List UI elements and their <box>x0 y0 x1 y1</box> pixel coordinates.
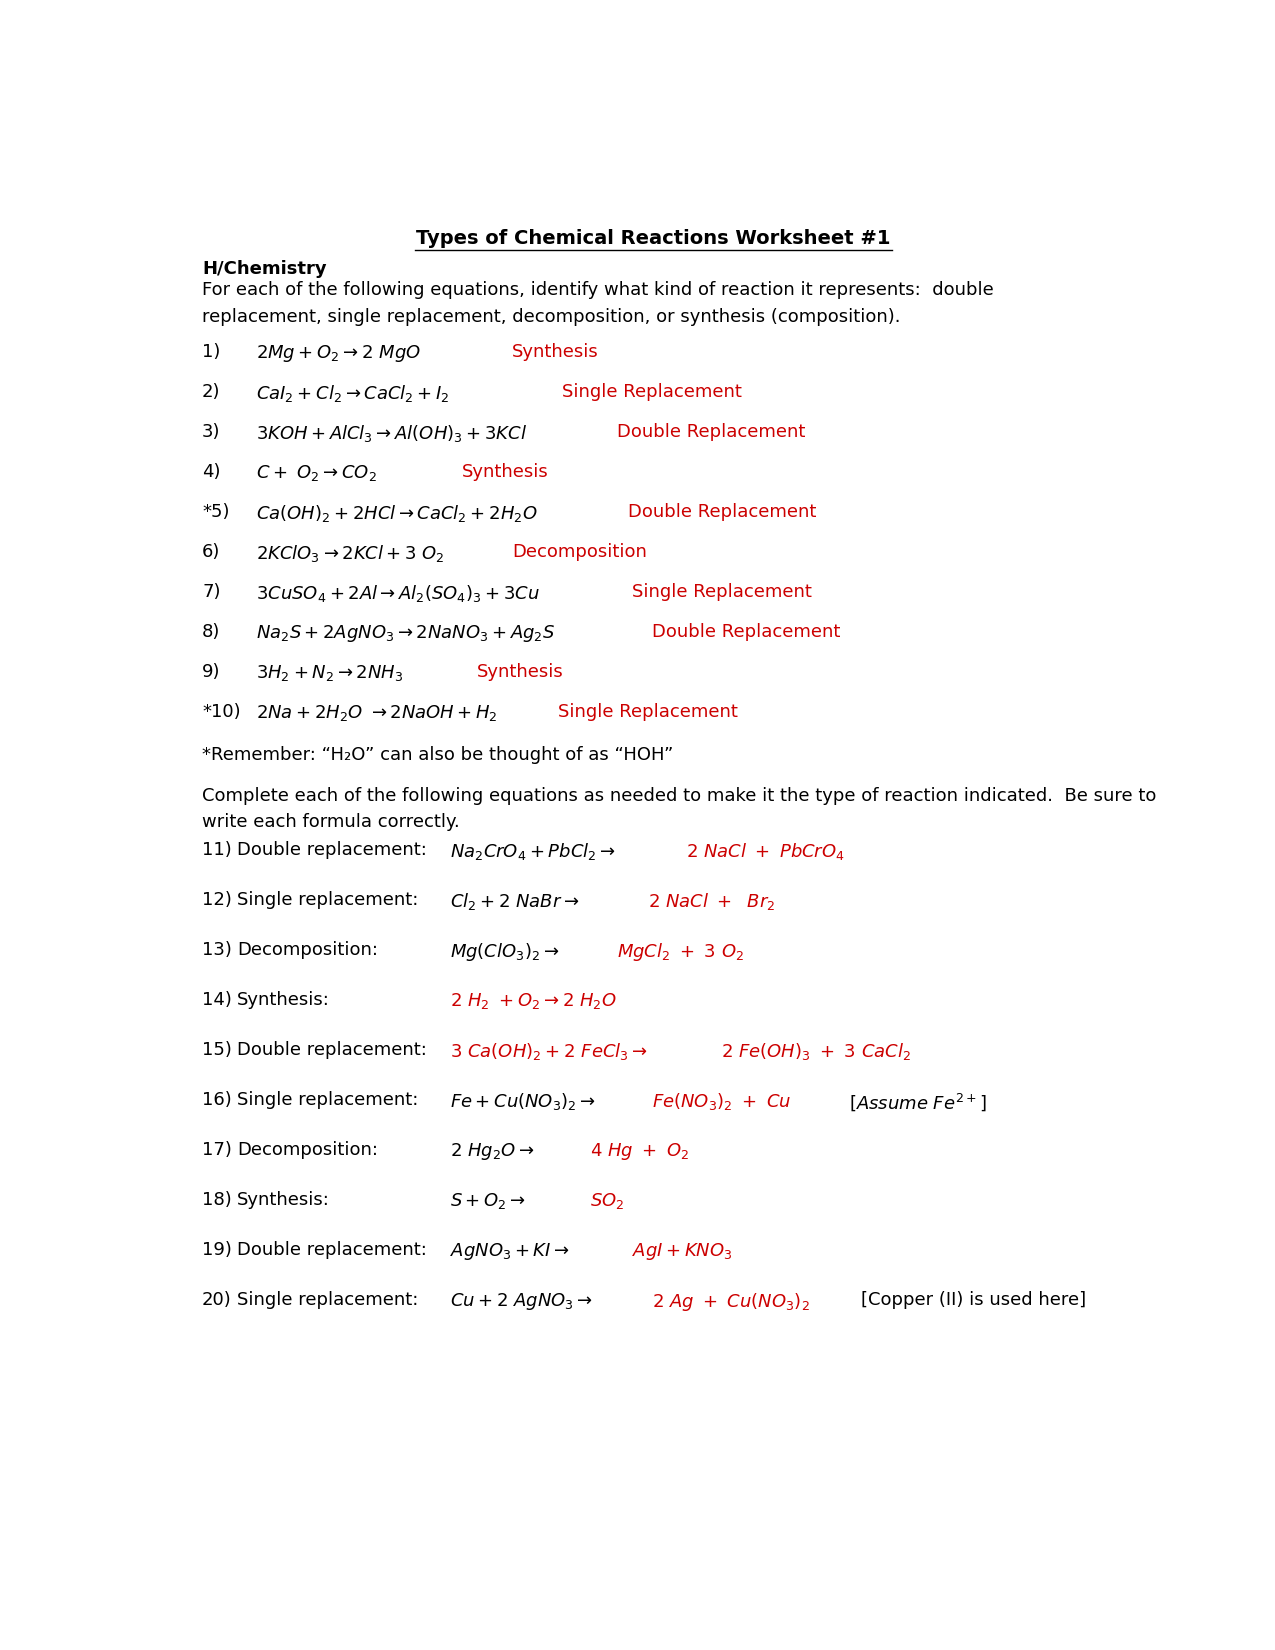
Text: $2\ NaCl\ +\ \ Br_2$: $2\ NaCl\ +\ \ Br_2$ <box>648 891 775 912</box>
Text: 13): 13) <box>201 940 232 959</box>
Text: $2Mg + O_2 \rightarrow 2\ MgO$: $2Mg + O_2 \rightarrow 2\ MgO$ <box>256 343 421 363</box>
Text: $Na_2CrO_4 + PbCl_2 \rightarrow$: $Na_2CrO_4 + PbCl_2 \rightarrow$ <box>450 842 616 861</box>
Text: Single Replacement: Single Replacement <box>632 582 812 601</box>
Text: $AgNO_3 + KI \rightarrow$: $AgNO_3 + KI \rightarrow$ <box>450 1241 570 1262</box>
Text: $2\ Ag\ +\ Cu(NO_3)_2$: $2\ Ag\ +\ Cu(NO_3)_2$ <box>652 1292 810 1313</box>
Text: $AgI + KNO_3$: $AgI + KNO_3$ <box>632 1241 733 1262</box>
Text: 7): 7) <box>201 582 221 601</box>
Text: 15): 15) <box>201 1041 232 1059</box>
Text: 3): 3) <box>201 422 221 441</box>
Text: Single replacement:: Single replacement: <box>237 1292 418 1310</box>
Text: $2Na + 2H_2O\ \rightarrow 2NaOH + H_2$: $2Na + 2H_2O\ \rightarrow 2NaOH + H_2$ <box>256 703 499 723</box>
Text: $3H_2 + N_2 \rightarrow 2NH_3$: $3H_2 + N_2 \rightarrow 2NH_3$ <box>256 663 403 683</box>
Text: $CaI_2 + Cl_2 \rightarrow CaCl_2 + I_2$: $CaI_2 + Cl_2 \rightarrow CaCl_2 + I_2$ <box>256 383 450 404</box>
Text: $[Assume\ Fe^{2+}]$: $[Assume\ Fe^{2+}]$ <box>849 1091 987 1112</box>
Text: 20): 20) <box>201 1292 232 1310</box>
Text: $Cl_2 + 2\ NaBr \rightarrow$: $Cl_2 + 2\ NaBr \rightarrow$ <box>450 891 579 912</box>
Text: Decomposition:: Decomposition: <box>237 1142 377 1160</box>
Text: Double Replacement: Double Replacement <box>629 503 816 521</box>
Text: *5): *5) <box>201 503 229 521</box>
Text: Double replacement:: Double replacement: <box>237 1241 427 1259</box>
Text: 9): 9) <box>201 663 221 681</box>
Text: $2\ Hg_2O \rightarrow$: $2\ Hg_2O \rightarrow$ <box>450 1142 534 1162</box>
Text: 18): 18) <box>201 1191 232 1209</box>
Text: $2\ H_2\ +O_2 \rightarrow 2\ H_2O$: $2\ H_2\ +O_2 \rightarrow 2\ H_2O$ <box>450 992 617 1011</box>
Text: Synthesis: Synthesis <box>462 464 548 480</box>
Text: H/Chemistry: H/Chemistry <box>201 259 326 277</box>
Text: 6): 6) <box>201 543 221 561</box>
Text: 2): 2) <box>201 383 221 401</box>
Text: $S + O_2 \rightarrow$: $S + O_2 \rightarrow$ <box>450 1191 525 1211</box>
Text: Single Replacement: Single Replacement <box>562 383 742 401</box>
Text: $2KClO_3 \rightarrow 2KCl + 3\ O_2$: $2KClO_3 \rightarrow 2KCl + 3\ O_2$ <box>256 543 445 564</box>
Text: *Remember: “H₂O” can also be thought of as “HOH”: *Remember: “H₂O” can also be thought of … <box>201 746 673 764</box>
Text: $3KOH + AlCl_3 \rightarrow Al(OH)_3 + 3KCl$: $3KOH + AlCl_3 \rightarrow Al(OH)_3 + 3K… <box>256 422 528 444</box>
Text: 12): 12) <box>201 891 232 909</box>
Text: Complete each of the following equations as needed to make it the type of reacti: Complete each of the following equations… <box>201 787 1156 832</box>
Text: For each of the following equations, identify what kind of reaction it represent: For each of the following equations, ide… <box>201 280 993 325</box>
Text: 17): 17) <box>201 1142 232 1160</box>
Text: Double replacement:: Double replacement: <box>237 842 427 860</box>
Text: Synthesis: Synthesis <box>513 343 599 361</box>
Text: Types of Chemical Reactions Worksheet #1: Types of Chemical Reactions Worksheet #1 <box>416 229 891 248</box>
Text: $2\ NaCl\ +\ PbCrO_4$: $2\ NaCl\ +\ PbCrO_4$ <box>686 842 845 861</box>
Text: $Mg(ClO_3)_2 \rightarrow$: $Mg(ClO_3)_2 \rightarrow$ <box>450 940 560 964</box>
Text: Double Replacement: Double Replacement <box>617 422 805 441</box>
Text: [Copper (II) is used here]: [Copper (II) is used here] <box>861 1292 1086 1310</box>
Text: $Na_2S + 2AgNO_3 \rightarrow 2NaNO_3 + Ag_2S$: $Na_2S + 2AgNO_3 \rightarrow 2NaNO_3 + A… <box>256 624 556 644</box>
Text: Synthesis: Synthesis <box>477 663 564 681</box>
Text: $3CuSO_4 + 2Al \rightarrow Al_2(SO_4)_3 + 3Cu$: $3CuSO_4 + 2Al \rightarrow Al_2(SO_4)_3 … <box>256 582 541 604</box>
Text: Synthesis:: Synthesis: <box>237 992 330 1010</box>
Text: Double replacement:: Double replacement: <box>237 1041 427 1059</box>
Text: $3\ Ca(OH)_2 + 2\ FeCl_3 \rightarrow$: $3\ Ca(OH)_2 + 2\ FeCl_3 \rightarrow$ <box>450 1041 648 1063</box>
Text: Decomposition: Decomposition <box>513 543 646 561</box>
Text: Synthesis:: Synthesis: <box>237 1191 330 1209</box>
Text: 16): 16) <box>201 1091 232 1109</box>
Text: 14): 14) <box>201 992 232 1010</box>
Text: $Fe(NO_3)_2\ +\ Cu$: $Fe(NO_3)_2\ +\ Cu$ <box>652 1091 790 1112</box>
Text: Double Replacement: Double Replacement <box>652 624 840 642</box>
Text: Decomposition:: Decomposition: <box>237 940 377 959</box>
Text: $Cu + 2\ AgNO_3 \rightarrow$: $Cu + 2\ AgNO_3 \rightarrow$ <box>450 1292 593 1312</box>
Text: $Fe + Cu(NO_3)_2 \rightarrow$: $Fe + Cu(NO_3)_2 \rightarrow$ <box>450 1091 597 1112</box>
Text: *10): *10) <box>201 703 241 721</box>
Text: $2\ Fe(OH)_3\ +\ 3\ CaCl_2$: $2\ Fe(OH)_3\ +\ 3\ CaCl_2$ <box>722 1041 912 1063</box>
Text: $4\ Hg\ +\ O_2$: $4\ Hg\ +\ O_2$ <box>589 1142 689 1162</box>
Text: $Ca(OH)_2 + 2HCl \rightarrow CaCl_2 + 2H_2O$: $Ca(OH)_2 + 2HCl \rightarrow CaCl_2 + 2H… <box>256 503 538 525</box>
Text: Single replacement:: Single replacement: <box>237 891 418 909</box>
Text: 4): 4) <box>201 464 221 480</box>
Text: 19): 19) <box>201 1241 232 1259</box>
Text: $MgCl_2\ +\ 3\ O_2$: $MgCl_2\ +\ 3\ O_2$ <box>617 940 743 964</box>
Text: Single replacement:: Single replacement: <box>237 1091 418 1109</box>
Text: 11): 11) <box>201 842 232 860</box>
Text: Single Replacement: Single Replacement <box>558 703 738 721</box>
Text: $SO_2$: $SO_2$ <box>589 1191 623 1211</box>
Text: $C +\ O_2 \rightarrow CO_2$: $C +\ O_2 \rightarrow CO_2$ <box>256 464 377 483</box>
Text: 1): 1) <box>201 343 221 361</box>
Text: 8): 8) <box>201 624 221 642</box>
